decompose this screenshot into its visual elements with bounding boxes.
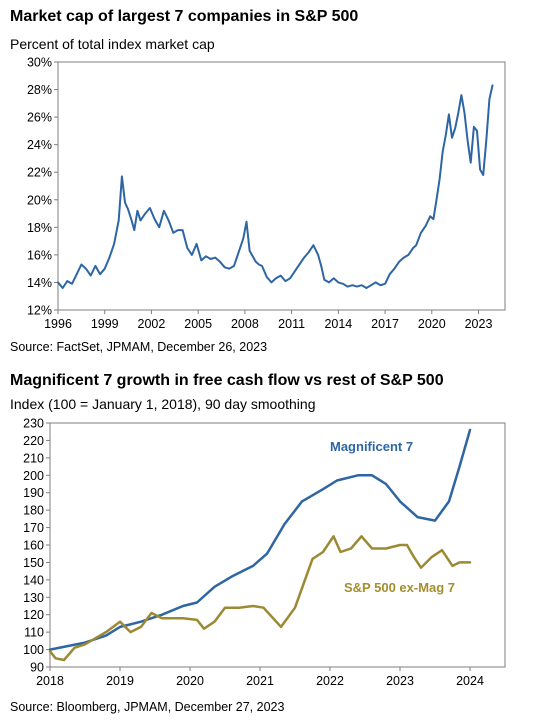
y-tick-label: 28% xyxy=(27,83,52,97)
x-tick-label: 2021 xyxy=(246,674,274,688)
y-tick-label: 20% xyxy=(27,193,52,207)
x-tick-label: 2011 xyxy=(278,317,305,331)
plot-frame xyxy=(57,61,506,311)
y-tick-label: 150 xyxy=(23,556,44,570)
y-tick-label: 220 xyxy=(23,434,44,448)
y-tick-label: 90 xyxy=(30,661,44,675)
x-tick-label: 2002 xyxy=(138,317,166,331)
y-tick-label: 16% xyxy=(27,248,52,262)
x-tick-label: 1996 xyxy=(44,317,72,331)
y-tick-label: 100 xyxy=(23,643,44,657)
series-line-s-p-500-ex-mag-7 xyxy=(48,535,472,662)
x-tick-label: 2018 xyxy=(36,674,64,688)
series-label-s-p-500-ex-mag-7: S&P 500 ex-Mag 7 xyxy=(344,580,455,595)
x-tick-label: 2017 xyxy=(371,317,399,331)
y-tick-label: 130 xyxy=(23,591,44,605)
x-tick-label: 2008 xyxy=(231,317,259,331)
series-line-market-cap xyxy=(57,84,494,289)
series-line-magnificent-7 xyxy=(48,428,472,651)
x-tick-label: 2005 xyxy=(184,317,212,331)
x-tick-label: 1999 xyxy=(91,317,119,331)
y-tick-label: 230 xyxy=(23,417,44,431)
y-tick-label: 22% xyxy=(27,166,52,180)
y-tick-label: 180 xyxy=(23,504,44,518)
chart1-title: Market cap of largest 7 companies in S&P… xyxy=(10,8,359,25)
x-tick-label: 2022 xyxy=(316,674,344,688)
x-tick-label: 2023 xyxy=(386,674,414,688)
y-tick-label: 190 xyxy=(23,486,44,500)
plot-frame xyxy=(49,422,506,668)
y-tick-label: 170 xyxy=(23,521,44,535)
series-label-magnificent-7: Magnificent 7 xyxy=(330,439,413,454)
y-tick-label: 120 xyxy=(23,608,44,622)
x-tick-label: 2023 xyxy=(465,317,493,331)
y-tick-label: 12% xyxy=(27,304,52,318)
chart2-source: Source: Bloomberg, JPMAM, December 27, 2… xyxy=(10,700,285,714)
y-tick-label: 140 xyxy=(23,573,44,587)
chart1-source: Source: FactSet, JPMAM, December 26, 202… xyxy=(10,340,268,354)
x-tick-label: 2024 xyxy=(456,674,484,688)
y-tick-label: 14% xyxy=(27,276,52,290)
y-tick-label: 210 xyxy=(23,451,44,465)
x-tick-label: 2014 xyxy=(324,317,352,331)
x-tick-label: 2020 xyxy=(176,674,204,688)
y-tick-label: 110 xyxy=(24,626,44,640)
x-tick-label: 2019 xyxy=(106,674,134,688)
y-tick-label: 200 xyxy=(23,469,44,483)
chart2-title: Magnificent 7 growth in free cash flow v… xyxy=(10,372,444,389)
chart2-subtitle: Index (100 = January 1, 2018), 90 day sm… xyxy=(10,396,316,412)
x-tick-label: 2020 xyxy=(418,317,446,331)
y-tick-label: 26% xyxy=(27,111,52,125)
y-tick-label: 24% xyxy=(27,138,52,152)
y-tick-label: 30% xyxy=(27,56,52,70)
y-tick-label: 18% xyxy=(27,221,52,235)
chart1-subtitle: Percent of total index market cap xyxy=(10,36,215,52)
y-tick-label: 160 xyxy=(23,539,44,553)
